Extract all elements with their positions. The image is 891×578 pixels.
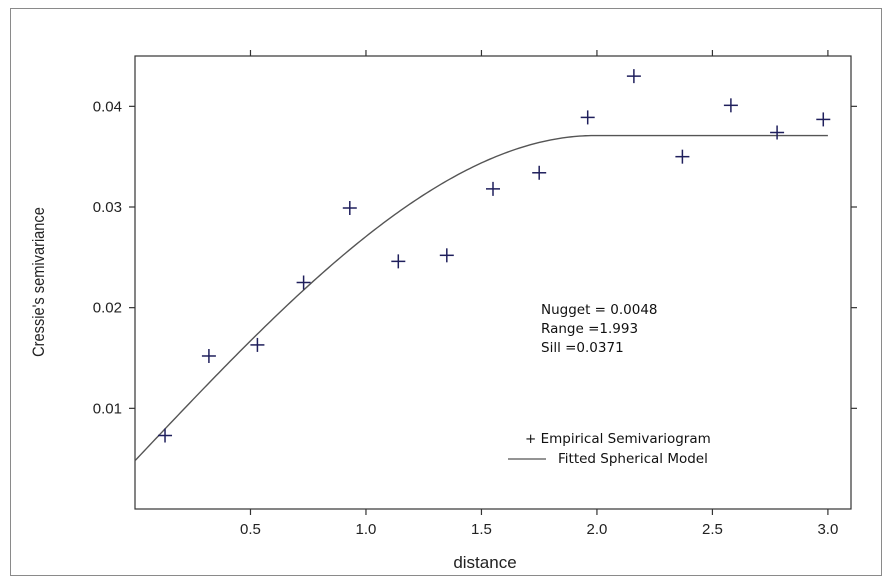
x-axis-title: distance [453,553,516,572]
empirical-points-layer [158,69,831,443]
fitted-spherical-curve [134,134,828,462]
empirical-point [439,248,454,263]
empirical-point [342,201,357,216]
empirical-point [675,149,690,164]
empirical-point [486,181,500,196]
fitted-curve-layer [134,134,828,462]
x-tick-label: 2.5 [702,521,723,538]
sill-annotation: Sill =0.0371 [541,340,624,356]
empirical-point [723,98,738,113]
empirical-point [580,110,595,125]
empirical-point [250,337,265,352]
y-axis: 0.01 0.02 0.03 0.04 [93,98,857,417]
legend-line-label: Fitted Spherical Model [558,451,708,467]
legend-points-label: + Empirical Semivariogram [525,431,711,447]
empirical-point [158,428,173,443]
empirical-point [532,165,547,180]
empirical-point [391,254,406,269]
empirical-point [296,275,311,290]
x-tick-label: 1.5 [471,521,492,538]
x-axis: 0.5 1.0 1.5 2.0 2.5 3.0 [240,50,838,538]
x-tick-label: 1.0 [356,521,377,538]
x-tick-label: 0.5 [240,521,261,538]
empirical-point [816,112,831,127]
nugget-annotation: Nugget = 0.0048 [541,302,658,318]
range-annotation: Range =1.993 [541,321,638,337]
figure-frame [10,8,882,576]
y-axis-title: Cressie's semivariance [30,207,48,357]
x-tick-label: 3.0 [817,521,838,538]
y-tick-label: 0.01 [93,400,122,417]
y-tick-label: 0.02 [93,300,122,317]
empirical-point [770,125,785,140]
y-tick-label: 0.04 [93,98,122,115]
empirical-point [201,348,216,363]
y-tick-label: 0.03 [93,199,122,216]
plot-area-box [134,55,852,510]
x-tick-label: 2.0 [587,521,608,538]
empirical-point [626,69,641,84]
legend: + Empirical Semivariogram Fitted Spheric… [508,431,711,467]
